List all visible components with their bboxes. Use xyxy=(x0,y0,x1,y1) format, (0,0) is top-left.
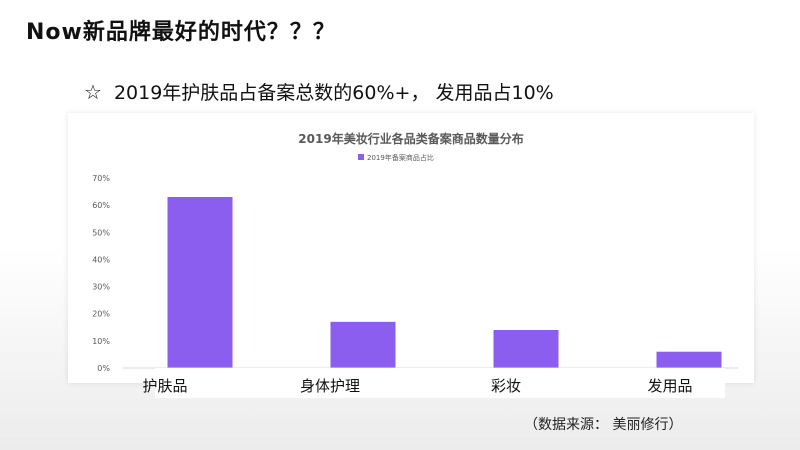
category-label: 发用品 xyxy=(647,377,693,395)
chart-panel: 2019年美妆行业各品类备案商品数量分布 2019年备案商品占比 0% 10% 20… xyxy=(68,113,754,383)
y-tick-label: 70% xyxy=(92,174,110,183)
category-label: 身体护理 xyxy=(299,377,361,395)
bar-series xyxy=(167,197,722,368)
y-tick-label: 10% xyxy=(92,337,110,346)
y-tick-label: 50% xyxy=(92,228,110,237)
y-tick-label: 20% xyxy=(92,310,110,319)
category-label: 护肤品 xyxy=(142,377,188,395)
category-label-strip: 护肤品 身体护理 彩妆 发用品 xyxy=(142,368,725,398)
bar xyxy=(493,330,559,368)
bar xyxy=(656,351,722,368)
source-note: （数据来源： 美丽修行） xyxy=(524,417,683,433)
y-tick-label: 40% xyxy=(92,255,110,264)
y-tick-label: 30% xyxy=(92,283,110,292)
chart-legend: 2019年备案商品占比 xyxy=(358,153,434,162)
chart-title: 2019年美妆行业各品类备案商品数量分布 xyxy=(298,131,523,146)
star-outline-icon: ☆ xyxy=(84,79,102,104)
y-axis: 0% 10% 20% 30% 40% 50% 60% 70% xyxy=(92,174,110,373)
legend-label: 2019年备案商品占比 xyxy=(367,153,434,162)
bar xyxy=(330,321,396,368)
bullet-text: 2019年护肤品占备案总数的60%+， 发用品占10% xyxy=(113,82,554,104)
bar xyxy=(167,197,233,368)
bullet-point: ☆ 2019年护肤品占备案总数的60%+， 发用品占10% xyxy=(84,78,554,105)
legend-swatch xyxy=(358,154,364,160)
slide-title: Now新品牌最好的时代？？？ xyxy=(26,20,336,45)
y-tick-label: 60% xyxy=(92,201,110,210)
y-tick-label: 0% xyxy=(97,364,110,373)
category-label: 彩妆 xyxy=(490,377,522,395)
bar-chart: 2019年美妆行业各品类备案商品数量分布 2019年备案商品占比 0% 10% 20… xyxy=(92,131,738,373)
